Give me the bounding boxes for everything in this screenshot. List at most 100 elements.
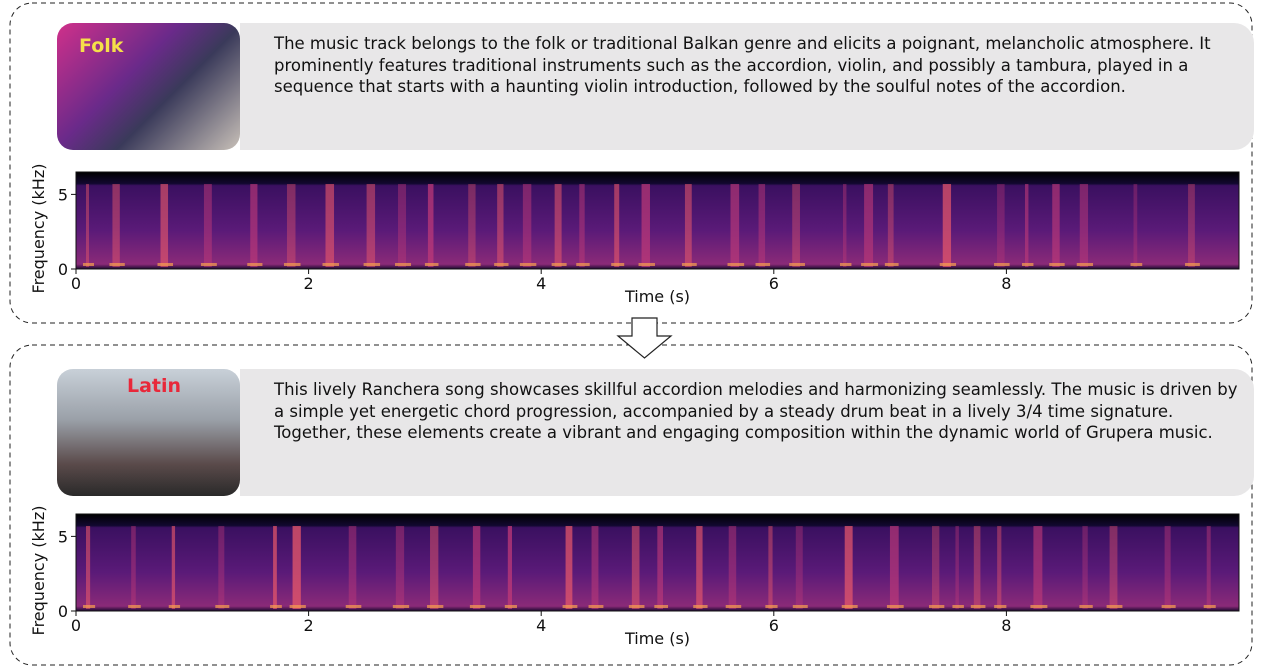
spectrogram-onset (973, 526, 981, 609)
spectrogram-onset (392, 605, 410, 608)
spectrogram-onset (1049, 263, 1065, 266)
x-axis-label: Time (s) (624, 287, 690, 306)
spectrogram-onset (657, 526, 664, 609)
spectrogram-onset (497, 184, 504, 267)
x-tick-label: 0 (71, 274, 81, 293)
spectrogram-onset (1024, 184, 1029, 267)
spectrogram-onset (1079, 605, 1093, 608)
spectrogram-onset (430, 526, 439, 609)
spectrogram-onset (86, 184, 90, 267)
panel-border (9, 2, 1253, 324)
spectrogram-onset (1106, 605, 1123, 608)
spectrogram-onset (168, 605, 181, 608)
spectrogram-onset (171, 526, 176, 609)
spectrogram-onset (725, 605, 742, 608)
spectrogram-onset (1033, 526, 1043, 609)
x-tick-label: 8 (1001, 274, 1011, 293)
spectrogram-onset (994, 605, 1007, 608)
spectrogram-onset (1206, 526, 1211, 609)
y-axis-label: Frequency (kHz) (29, 164, 48, 294)
spectrogram-onset (795, 526, 803, 609)
spectrogram-onset (363, 263, 381, 266)
spectrogram-onset (970, 605, 986, 608)
spectrogram-onset (345, 605, 362, 608)
spectrogram-onset (469, 605, 486, 608)
spectrogram-onset (654, 605, 669, 608)
y-tick-label: 0 (58, 260, 68, 279)
spectrogram-onset (83, 263, 95, 266)
spectrogram-onset (292, 526, 301, 609)
spectrogram-onset (286, 184, 296, 267)
spectrogram-onset (519, 263, 537, 266)
spectrogram-onset (504, 605, 517, 608)
spectrogram-onset (1185, 263, 1200, 266)
spectrogram-onset (128, 605, 141, 608)
spectrogram-onset (684, 184, 692, 267)
y-axis-label: Frequency (kHz) (29, 506, 48, 636)
spectrogram-onset (928, 605, 945, 608)
x-tick-label: 2 (304, 616, 314, 635)
spectrogram (76, 172, 1239, 269)
spectrogram-onset (842, 184, 847, 267)
spectrogram-onset (250, 184, 258, 267)
description: This lively Ranchera song showcases skil… (240, 369, 1254, 496)
spectrogram-onset (631, 526, 640, 609)
spectrogram-onset (554, 184, 562, 267)
spectrogram-onset (844, 526, 853, 609)
spectrogram-onset (887, 184, 894, 267)
plot-frame (75, 513, 1240, 612)
spectrogram-onset (994, 263, 1010, 266)
spectrogram-onset (562, 605, 578, 608)
x-tick-label: 6 (769, 616, 779, 635)
spectrogram-onset (792, 605, 808, 608)
spectrogram-onset (273, 526, 277, 609)
spectrogram-onset (131, 526, 136, 609)
spectrogram-onset (641, 184, 650, 267)
x-tick-label: 4 (536, 616, 546, 635)
spectrogram-onset (395, 263, 412, 266)
description: The music track belongs to the folk or t… (240, 23, 1254, 150)
spectrogram-onset (322, 263, 340, 266)
spectrogram-onset (468, 184, 476, 267)
spectrogram-onset (931, 526, 940, 609)
arrow (616, 317, 673, 359)
y-tick-label: 5 (58, 527, 68, 546)
spectrogram-onset (861, 263, 879, 266)
spectrogram-onset (270, 605, 282, 608)
spectrogram-onset (591, 526, 599, 609)
spectrogram-onset (366, 184, 376, 267)
spectrogram-onset (398, 184, 407, 267)
thumbnail: Folk (57, 23, 240, 150)
spectrogram-onset (507, 526, 512, 609)
spectrogram-onset (203, 184, 212, 267)
spectrogram-onset (247, 263, 263, 266)
spectrogram-onset (730, 184, 740, 267)
spectrogram-onset (886, 605, 904, 608)
spectrogram-onset (576, 263, 590, 266)
spectrogram-onset (218, 526, 225, 609)
spectrogram-onset (1133, 184, 1138, 267)
spectrogram-onset (551, 263, 567, 266)
spectrogram-onset (348, 526, 357, 609)
spectrogram-onset (427, 184, 434, 267)
spectrogram-onset (112, 184, 120, 267)
spectrogram-onset (1021, 263, 1034, 266)
spectrogram-onset (160, 184, 169, 267)
spectrogram-onset (472, 526, 481, 609)
spectrogram-onset (522, 184, 532, 267)
spectrogram-onset (997, 526, 1002, 609)
spectrogram-onset (939, 263, 957, 266)
x-tick-label: 8 (1001, 616, 1011, 635)
spectrogram-onset (200, 263, 217, 266)
spectrogram-onset (83, 605, 96, 608)
spectrogram-onset (579, 184, 585, 267)
spectrogram-onset (727, 263, 745, 266)
spectrogram-onset (758, 184, 766, 267)
spectrogram-onset (792, 184, 800, 267)
spectrogram-onset (1164, 526, 1171, 609)
spectrogram-onset (1030, 605, 1048, 608)
spectrogram-onset (86, 526, 91, 609)
spectrogram-onset (755, 263, 771, 266)
